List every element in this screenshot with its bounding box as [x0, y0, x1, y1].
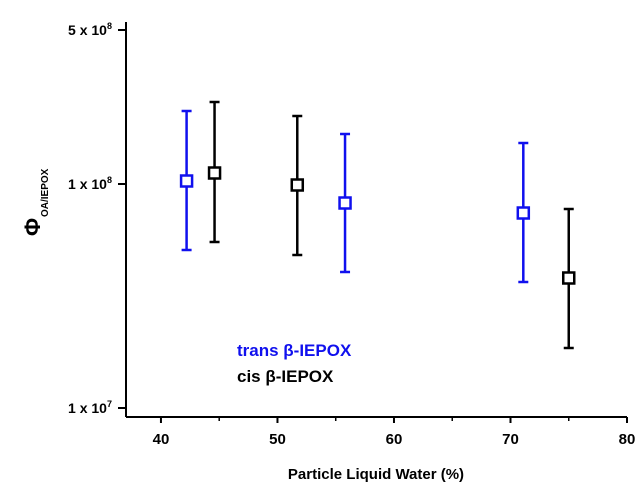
marker-square — [516, 206, 531, 220]
data-point-cis — [561, 207, 576, 350]
y-ticks: 1 x 107 5 x 108 1 x 108 — [68, 21, 126, 416]
data-point-trans — [516, 141, 531, 284]
x-tick-label: 60 — [386, 431, 403, 448]
x-tick-label: 50 — [269, 431, 286, 448]
marker-square — [338, 196, 352, 210]
data-point-trans — [338, 132, 352, 274]
x-axis-label: Particle Liquid Water (%) — [288, 466, 464, 483]
marker-square — [561, 271, 576, 285]
data-point-trans — [179, 109, 194, 252]
x-tick-label: 70 — [502, 431, 519, 448]
legend: trans β-IEPOX cis β-IEPOX — [237, 341, 352, 386]
legend-item-trans: trans β-IEPOX — [237, 341, 352, 360]
y-axis-label: Φ OA/IEPOX — [20, 168, 51, 236]
data-point-cis — [207, 100, 222, 244]
x-tick-label: 80 — [619, 431, 636, 448]
legend-item-cis: cis β-IEPOX — [237, 367, 334, 386]
marker-square — [207, 166, 222, 180]
x-ticks: 40 50 60 70 80 — [153, 417, 636, 448]
plot-marks — [179, 100, 576, 350]
y-tick-label: 1 x 108 — [68, 175, 112, 192]
y-axis-label-main: Φ — [20, 218, 45, 236]
marker-square — [179, 174, 194, 188]
y-tick-label: 1 x 107 — [68, 399, 112, 416]
y-tick-label: 5 x 108 — [68, 21, 112, 38]
x-tick-label: 40 — [153, 431, 170, 448]
marker-square — [290, 178, 305, 192]
y-axis-label-subscript: OA/IEPOX — [40, 168, 51, 217]
data-point-cis — [290, 114, 305, 257]
